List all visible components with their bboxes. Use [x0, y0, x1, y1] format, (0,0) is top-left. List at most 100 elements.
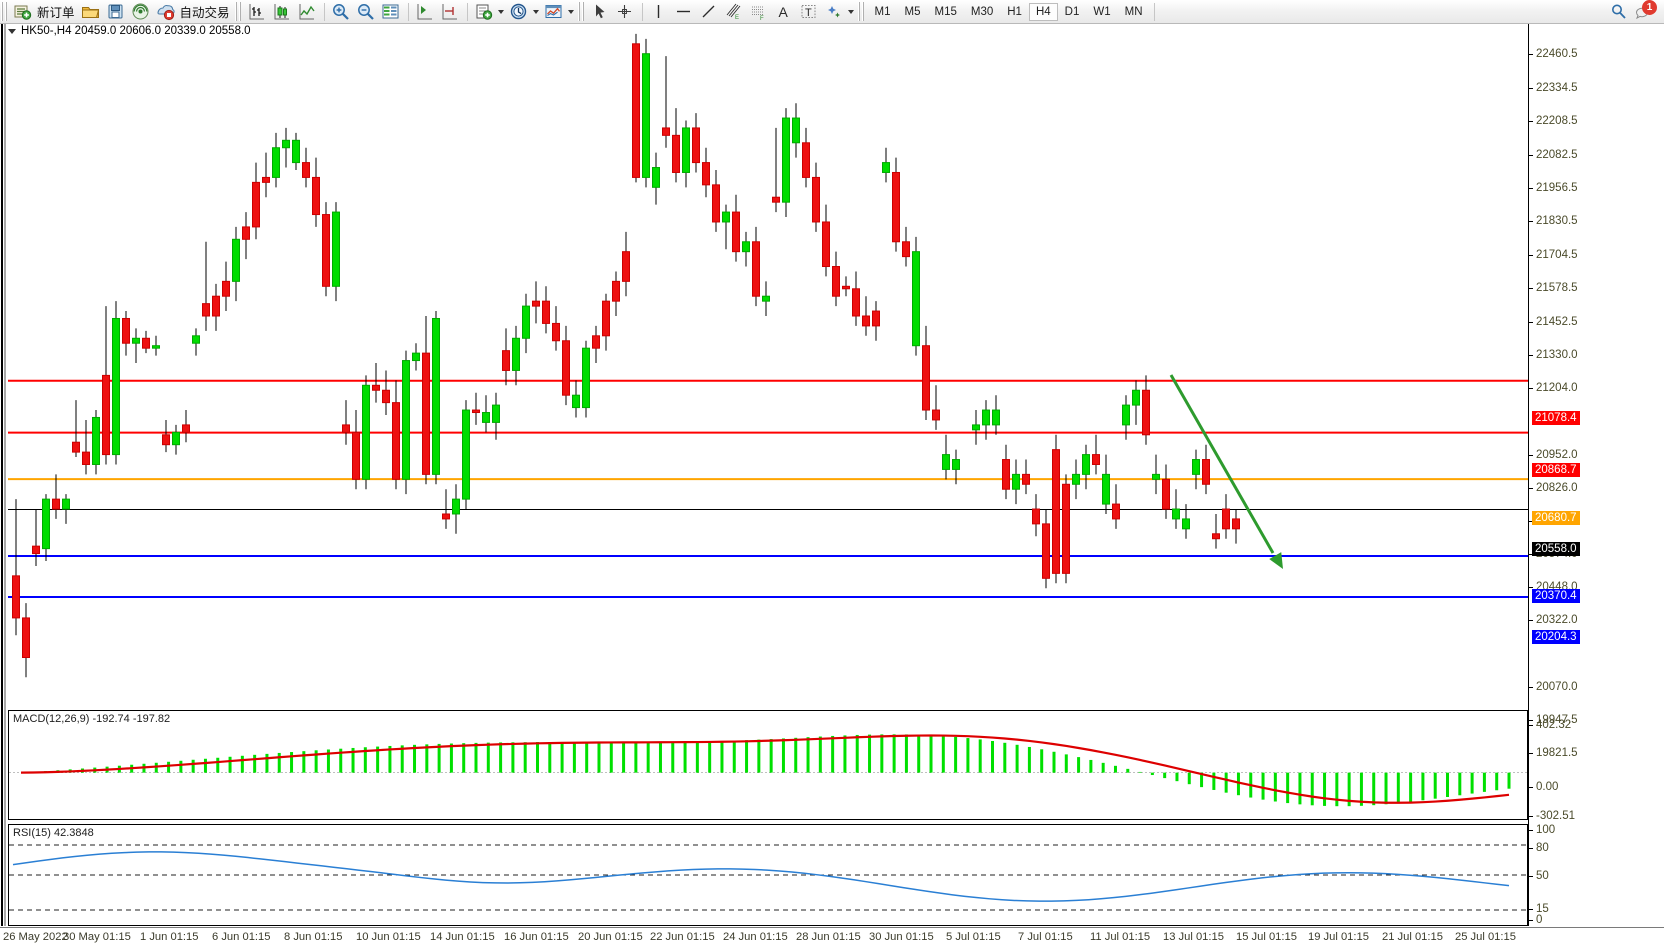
- broadcast-button[interactable]: [129, 1, 154, 22]
- candle: [1192, 449, 1200, 490]
- price-level-tag-last-price[interactable]: 20558.0: [1532, 542, 1580, 556]
- hline-button[interactable]: [672, 1, 697, 22]
- price-level-tag-support[interactable]: 20370.4: [1532, 589, 1580, 603]
- line-chart-button[interactable]: [295, 1, 320, 22]
- chart-menu-caret[interactable]: [8, 28, 16, 34]
- toolbar-separator-3: [466, 2, 468, 21]
- candle: [942, 434, 950, 480]
- timeframe-m1[interactable]: M1: [874, 5, 891, 18]
- vline-button[interactable]: [647, 1, 672, 22]
- add-indicator-dropdown-caret[interactable]: [497, 9, 504, 14]
- timeframe-m15[interactable]: M15: [934, 5, 957, 18]
- price-level-tag-support[interactable]: 20204.3: [1532, 630, 1580, 644]
- timeframe-h1[interactable]: H1: [1007, 5, 1022, 18]
- candle: [542, 286, 550, 334]
- indicator-tick-label: 0.00: [1536, 781, 1559, 793]
- data-window-button[interactable]: [379, 1, 404, 22]
- time-tick-label: 11 Jul 01:15: [1090, 931, 1151, 943]
- candle: [272, 132, 280, 188]
- chart-container[interactable]: HK50-,H4 20459.0 20606.0 20339.0 20558.0…: [0, 24, 1664, 949]
- price-level-tag-resistance[interactable]: 21078.4: [1532, 411, 1580, 425]
- price-tick: [1529, 455, 1533, 456]
- new-order-button[interactable]: 新订单: [11, 1, 79, 22]
- fibonacci-button[interactable]: F: [747, 1, 772, 22]
- text-label-button[interactable]: T: [797, 1, 822, 22]
- templates-button[interactable]: [542, 1, 567, 22]
- candle: [12, 499, 20, 636]
- candle: [82, 419, 90, 475]
- candle: [802, 127, 810, 188]
- price-tick: [1529, 88, 1533, 89]
- price-scale[interactable]: 22460.5 22334.5 22208.5 22082.5 21956.5 21830…: [1528, 24, 1664, 926]
- candle: [972, 410, 980, 445]
- auto-trading-button[interactable]: 自动交易: [154, 1, 234, 22]
- toolbar-grip-3[interactable]: [577, 2, 585, 21]
- cursor-button[interactable]: [588, 1, 613, 22]
- equidistant-channel-button[interactable]: E: [722, 1, 747, 22]
- period-icon: [510, 3, 526, 20]
- candle: [1032, 494, 1040, 537]
- zoom-out-button[interactable]: [354, 1, 379, 22]
- equidistant-channel-icon: E: [726, 3, 740, 21]
- price-tick-label: 22460.5: [1536, 48, 1578, 60]
- templates-dropdown-caret[interactable]: [567, 9, 574, 14]
- candle: [532, 281, 540, 324]
- folder-button[interactable]: [79, 1, 104, 22]
- price-tick: [1529, 54, 1533, 55]
- toolbar-grip-4[interactable]: [857, 2, 865, 21]
- candle: [92, 410, 100, 475]
- price-level-tag-resistance[interactable]: 20868.7: [1532, 463, 1580, 477]
- candle: [492, 392, 500, 440]
- timeframe-d1[interactable]: D1: [1064, 5, 1080, 18]
- svg-text:E: E: [735, 15, 739, 21]
- time-scale[interactable]: 26 May 2022 30 May 01:15 1 Jun 01:15 6 Jun …: [0, 927, 1664, 949]
- macd-pane[interactable]: MACD(12,26,9) -192.74 -197.82: [8, 710, 1528, 820]
- text-button[interactable]: A: [772, 1, 797, 22]
- timeframe-w1[interactable]: W1: [1093, 5, 1111, 18]
- candle: [312, 157, 320, 227]
- add-indicator-button[interactable]: [472, 1, 497, 22]
- candle: [62, 494, 70, 524]
- candle: [232, 226, 240, 302]
- main-toolbar: 新订单 自动交易: [0, 0, 1664, 24]
- timeframe-h4[interactable]: H4: [1028, 2, 1058, 21]
- timeframe-m5[interactable]: M5: [904, 5, 921, 18]
- auto-scroll-button[interactable]: [438, 1, 463, 22]
- candlestick-chart-button[interactable]: [270, 1, 295, 22]
- period-dropdown-caret[interactable]: [532, 9, 539, 14]
- vline-icon: [657, 5, 659, 18]
- period-button[interactable]: [507, 1, 532, 22]
- candle: [322, 202, 330, 297]
- candle: [642, 38, 650, 188]
- trendline-button[interactable]: [697, 1, 722, 22]
- timeframe-m30[interactable]: M30: [970, 5, 994, 18]
- objects-dropdown-caret[interactable]: [847, 9, 854, 14]
- time-tick-label: 21 Jul 01:15: [1382, 931, 1443, 943]
- shift-end-icon: [417, 4, 432, 20]
- zoom-in-button[interactable]: [329, 1, 354, 22]
- candle: [202, 241, 210, 331]
- crosshair-button[interactable]: [613, 1, 638, 22]
- candle: [592, 325, 600, 364]
- toolbar-grip[interactable]: [1, 2, 8, 21]
- toolbar-grip-2[interactable]: [234, 2, 242, 21]
- price-level-tag-pivot[interactable]: 20680.7: [1532, 511, 1580, 525]
- candle: [1002, 444, 1010, 500]
- alerts-button[interactable]: 1: [1634, 0, 1657, 21]
- time-tick-label: 30 May 01:15: [63, 931, 131, 943]
- objects-button[interactable]: [822, 1, 847, 22]
- time-tick-label: 15 Jul 01:15: [1236, 931, 1297, 943]
- candle: [392, 380, 400, 490]
- candle: [1102, 454, 1110, 514]
- rsi-pane[interactable]: RSI(15) 42.3848: [8, 824, 1528, 926]
- timeframe-mn[interactable]: MN: [1124, 5, 1143, 18]
- trend-arrow-annotation[interactable]: [1169, 374, 1283, 569]
- search-icon[interactable]: [1609, 2, 1628, 21]
- bar-chart-button[interactable]: [245, 1, 270, 22]
- candle: [172, 424, 180, 455]
- shift-end-button[interactable]: [413, 1, 438, 22]
- price-pane[interactable]: [8, 24, 1528, 707]
- save-chart-button[interactable]: [104, 1, 129, 22]
- price-tick: [1529, 188, 1533, 189]
- zoom-out-icon: [357, 4, 374, 20]
